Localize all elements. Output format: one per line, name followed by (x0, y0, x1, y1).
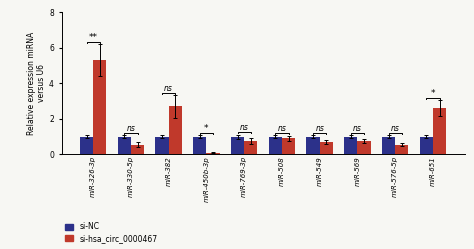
Text: ns: ns (127, 124, 136, 133)
Bar (80, 137, 93, 154)
Text: ns: ns (240, 123, 249, 132)
Bar (244, 141, 257, 154)
Text: ns: ns (391, 124, 400, 133)
Text: **: ** (89, 33, 98, 42)
Text: ns: ns (164, 84, 173, 93)
Bar (169, 107, 182, 154)
Text: *: * (431, 89, 435, 98)
Bar (155, 137, 169, 154)
Bar (357, 141, 371, 154)
Bar (420, 137, 433, 154)
Text: ns: ns (277, 124, 286, 132)
Bar (93, 60, 106, 154)
Bar (433, 108, 446, 154)
Text: ns: ns (353, 124, 362, 132)
Bar (307, 137, 319, 154)
Bar (395, 145, 409, 154)
Text: ns: ns (315, 124, 324, 133)
Bar (319, 142, 333, 154)
Bar (231, 137, 244, 154)
Text: *: * (204, 124, 209, 133)
Legend: si-NC, si-hsa_circ_0000467: si-NC, si-hsa_circ_0000467 (65, 222, 157, 243)
Bar (207, 153, 219, 154)
Bar (118, 137, 131, 154)
Bar (282, 138, 295, 154)
Bar (344, 137, 357, 154)
Bar (269, 137, 282, 154)
Bar (382, 137, 395, 154)
Y-axis label: Relative expression miRNA
versus U6: Relative expression miRNA versus U6 (27, 32, 46, 135)
Bar (193, 137, 207, 154)
Bar (131, 145, 144, 154)
